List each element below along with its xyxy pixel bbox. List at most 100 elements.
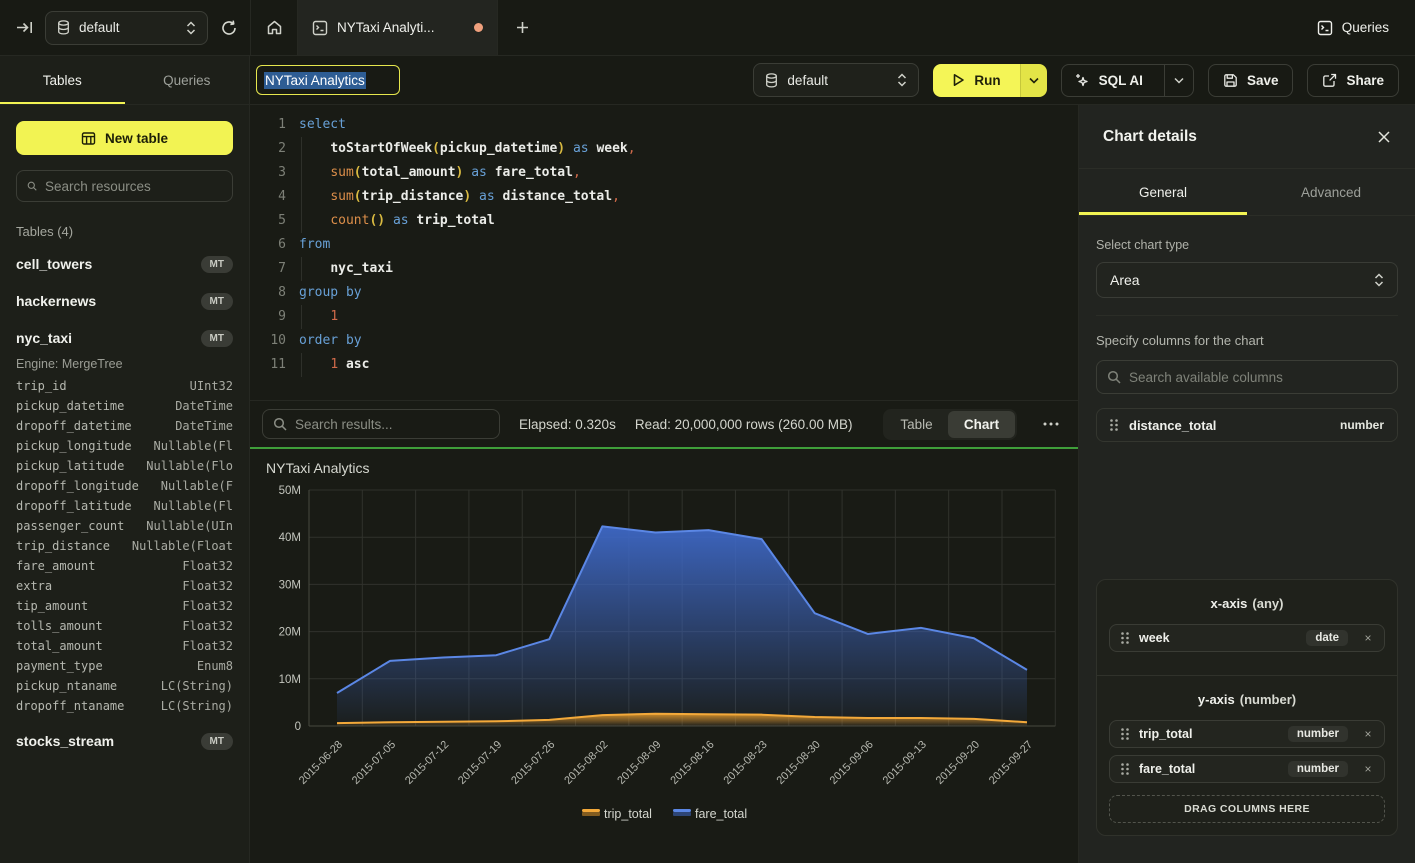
queries-button[interactable]: Queries <box>1291 0 1415 55</box>
tab-general[interactable]: General <box>1079 169 1247 215</box>
line-number: 10 <box>258 329 286 353</box>
chart-details-tabs: General Advanced <box>1079 169 1415 216</box>
legend-swatch-fare_total <box>673 812 691 816</box>
column-type: Nullable(Fl <box>154 436 233 456</box>
x-tick-label: 2015-09-20 <box>934 739 982 787</box>
column-name: pickup_longitude <box>16 436 132 456</box>
axis-item-fare_total[interactable]: fare_totalnumber× <box>1109 755 1385 783</box>
share-button[interactable]: Share <box>1307 64 1399 97</box>
results-search[interactable] <box>262 409 500 439</box>
database-selector[interactable]: default <box>45 11 208 45</box>
sql-ai-label: SQL AI <box>1099 73 1143 88</box>
x-tick-label: 2015-07-26 <box>509 739 557 787</box>
new-table-button[interactable]: New table <box>16 121 233 155</box>
sql-ai-button[interactable]: SQL AI <box>1062 65 1155 96</box>
table-column-row: pickup_latitudeNullable(Flo <box>16 456 233 476</box>
search-icon <box>273 417 287 431</box>
axis-item-trip_total[interactable]: trip_totalnumber× <box>1109 720 1385 748</box>
column-type: LC(String) <box>161 676 233 696</box>
y-axis-items: trip_totalnumber× fare_totalnumber× <box>1109 720 1385 783</box>
columns-search[interactable] <box>1096 360 1398 394</box>
token: ( <box>432 141 440 156</box>
columns-search-input[interactable] <box>1129 370 1387 385</box>
sql-editor[interactable]: 1select2 toStartOfWeek(pickup_datetime) … <box>250 105 1078 400</box>
token <box>299 261 330 276</box>
sidebar-tab-tables[interactable]: Tables <box>0 56 125 104</box>
token: select <box>299 117 346 132</box>
more-options-button[interactable] <box>1036 422 1066 426</box>
drop-zone[interactable]: DRAG COLUMNS HERE <box>1109 795 1385 823</box>
remove-axis-item-button[interactable]: × <box>1358 631 1378 645</box>
resource-search-input[interactable] <box>45 179 222 194</box>
table-column-row: dropoff_ntanameLC(String) <box>16 696 233 716</box>
line-code: nyc_taxi <box>299 257 393 281</box>
plus-icon <box>515 20 530 35</box>
y-tick-label: 20M <box>279 627 301 639</box>
table-row-cell_towers[interactable]: cell_towersMT <box>16 252 233 276</box>
refresh-icon[interactable] <box>220 19 238 37</box>
drag-handle-icon <box>1121 763 1129 775</box>
read-stat: Read: 20,000,000 rows (260.00 MB) <box>635 417 853 432</box>
save-button[interactable]: Save <box>1208 64 1294 97</box>
play-icon <box>952 73 965 87</box>
sql-ai-options-button[interactable] <box>1164 65 1193 96</box>
results-search-input[interactable] <box>295 417 489 432</box>
line-number: 6 <box>258 233 286 257</box>
run-button-label: Run <box>974 73 1000 88</box>
table-row-nyc_taxi[interactable]: nyc_taxiMT <box>16 326 233 350</box>
available-column-distance_total[interactable]: distance_totalnumber <box>1096 408 1398 442</box>
tab-advanced[interactable]: Advanced <box>1247 169 1415 215</box>
column-name: pickup_datetime <box>16 396 124 416</box>
column-type: DateTime <box>175 416 233 436</box>
editor-line: 8group by <box>258 281 1078 305</box>
collapse-sidebar-icon[interactable] <box>16 20 33 35</box>
area-chart[interactable]: NYTaxi Analytics010M20M30M40M50M2015-06-… <box>250 449 1078 863</box>
chart-type-label: Select chart type <box>1096 238 1398 252</box>
view-toggle-table[interactable]: Table <box>885 411 948 438</box>
sidebar: Tables Queries New table Tables (4) cell… <box>0 56 250 863</box>
line-number: 5 <box>258 209 286 233</box>
remove-axis-item-button[interactable]: × <box>1358 762 1378 776</box>
table-column-row: dropoff_latitudeNullable(Fl <box>16 496 233 516</box>
y-tick-label: 30M <box>279 579 301 591</box>
table-row-stocks_stream[interactable]: stocks_streamMT <box>16 729 233 753</box>
home-tab[interactable] <box>251 0 298 55</box>
share-icon <box>1322 73 1337 88</box>
line-number: 7 <box>258 257 286 281</box>
token: asc <box>346 357 369 372</box>
run-button[interactable]: Run <box>933 64 1019 97</box>
new-tab-button[interactable] <box>498 0 547 55</box>
query-toolbar: NYTaxi Analytics default Run <box>250 56 1415 105</box>
query-title-input[interactable]: NYTaxi Analytics <box>256 65 400 95</box>
x-axis-hint: (any) <box>1252 596 1283 611</box>
token <box>299 309 330 324</box>
resource-search[interactable] <box>16 170 233 202</box>
sidebar-tabs: Tables Queries <box>0 56 249 105</box>
token: ( <box>354 165 362 180</box>
new-table-label: New table <box>105 131 168 146</box>
query-database-selector[interactable]: default <box>753 63 919 97</box>
view-toggle-chart[interactable]: Chart <box>948 411 1015 438</box>
chart-type-value: Area <box>1110 272 1374 288</box>
table-column-row: passenger_countNullable(UIn <box>16 516 233 536</box>
remove-axis-item-button[interactable]: × <box>1358 727 1378 741</box>
tab-nytaxi-analytics[interactable]: NYTaxi Analyti... <box>298 0 498 55</box>
x-tick-label: 2015-08-09 <box>615 739 663 787</box>
axis-item-week[interactable]: weekdate× <box>1109 624 1385 652</box>
chart-panel: NYTaxi Analytics010M20M30M40M50M2015-06-… <box>250 449 1078 863</box>
sidebar-tab-queries[interactable]: Queries <box>125 56 250 104</box>
home-icon <box>266 19 283 36</box>
engine-badge: MT <box>201 330 233 347</box>
legend-swatch-fare_total <box>673 809 691 812</box>
table-row-hackernews[interactable]: hackernewsMT <box>16 289 233 313</box>
database-selector-value: default <box>79 20 177 35</box>
chart-type-select[interactable]: Area <box>1096 262 1398 298</box>
close-panel-button[interactable] <box>1377 130 1391 144</box>
table-column-row: total_amountFloat32 <box>16 636 233 656</box>
column-name: dropoff_latitude <box>16 496 132 516</box>
column-name: tolls_amount <box>16 616 103 636</box>
run-options-button[interactable] <box>1020 64 1047 97</box>
chevron-down-icon <box>1029 77 1039 84</box>
main-column: 1select2 toStartOfWeek(pickup_datetime) … <box>250 105 1078 863</box>
y-tick-label: 0 <box>295 721 301 733</box>
